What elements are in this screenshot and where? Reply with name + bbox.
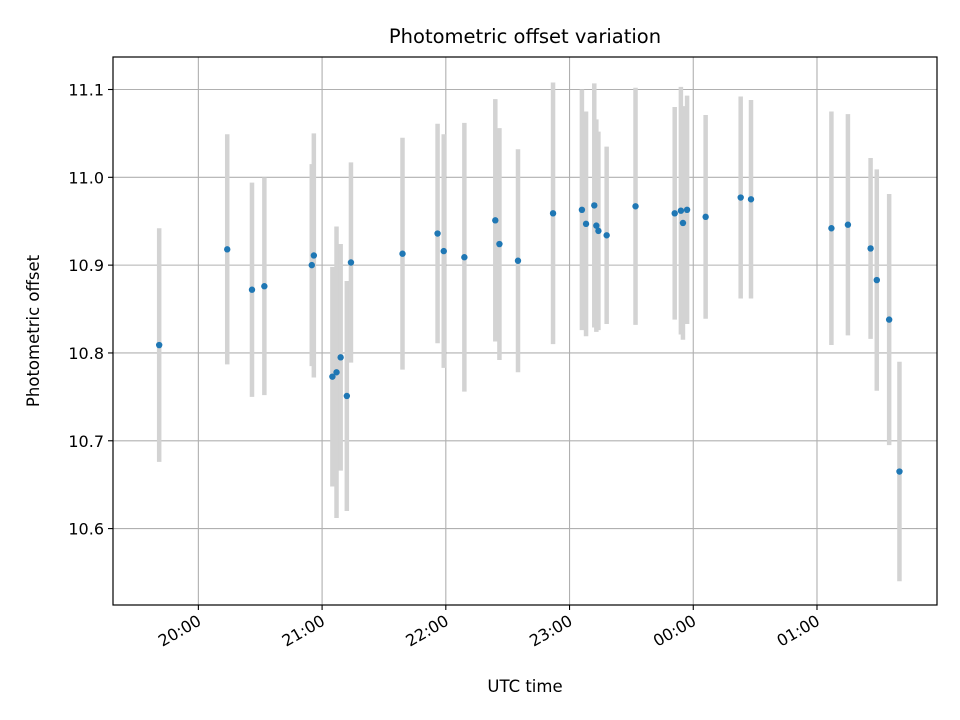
data-point [337, 354, 344, 361]
data-point [308, 261, 315, 269]
data-point [310, 252, 318, 259]
data-point [885, 316, 893, 323]
data-point [343, 392, 351, 400]
data-point [677, 207, 685, 214]
plot-frame [112, 56, 938, 606]
data-point [702, 213, 709, 221]
data-point [492, 217, 499, 224]
y-tick-label: 10.7 [68, 432, 104, 451]
data-point [461, 254, 468, 261]
data-point [844, 221, 852, 228]
data-points [155, 194, 903, 475]
data-point [747, 196, 755, 203]
y-tick-label: 10.9 [68, 256, 104, 275]
x-axis-label: UTC time [487, 677, 562, 696]
data-point [591, 202, 598, 209]
data-point [347, 259, 355, 266]
y-tick-label: 11.0 [68, 168, 104, 187]
chart-title: Photometric offset variation [389, 25, 661, 48]
data-point [399, 250, 406, 257]
data-point [867, 245, 874, 252]
data-point [896, 468, 903, 475]
data-point [224, 246, 231, 253]
y-tick-label: 11.1 [68, 80, 104, 99]
data-point [603, 232, 610, 239]
data-point [873, 276, 880, 284]
data-point [593, 222, 600, 229]
data-point [679, 219, 687, 227]
data-point [549, 210, 557, 217]
data-point [440, 247, 447, 255]
data-point [578, 206, 586, 214]
data-point [671, 210, 678, 217]
data-point [248, 286, 256, 293]
data-point [155, 341, 163, 349]
data-point [632, 203, 639, 210]
y-tick-label: 10.6 [68, 520, 104, 539]
data-point [333, 369, 340, 376]
data-point [683, 206, 691, 214]
data-point [828, 225, 835, 232]
y-tick-label: 10.8 [68, 344, 104, 363]
data-point [434, 230, 441, 237]
data-point [737, 194, 744, 201]
data-point [582, 220, 590, 228]
data-point [329, 373, 336, 380]
y-axis-label: Photometric offset [24, 254, 43, 407]
data-point [261, 283, 268, 290]
data-point [496, 240, 503, 248]
data-point [514, 257, 522, 264]
y-axis-ticks: 10.6 10.7 10.8 10.9 11.0 11.1 [68, 80, 113, 539]
data-point [595, 227, 602, 235]
